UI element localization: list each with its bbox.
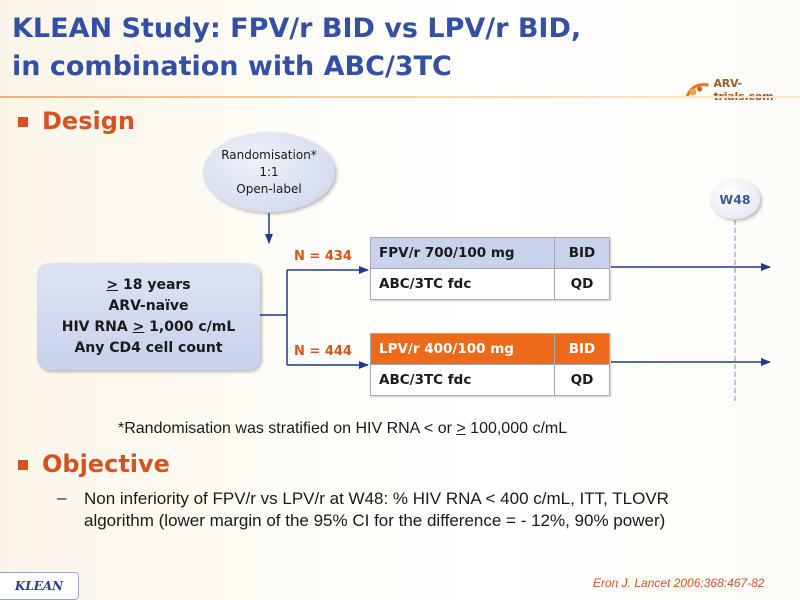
- arm2-table: LPV/r 400/100 mg BID ABC/3TC fdc QD: [370, 333, 610, 396]
- objective-bullet-icon: [18, 460, 28, 470]
- arv-trials-logo: ARV-trials.com: [685, 77, 800, 103]
- eligibility-age: > 18 years: [106, 275, 190, 296]
- design-bullet-icon: [18, 117, 28, 127]
- footnote-before: *Randomisation was stratified on HIV RNA…: [118, 420, 457, 437]
- title-divider: [0, 96, 800, 98]
- footnote-after: 100,000 c/mL: [465, 420, 568, 437]
- arm2-drug: LPV/r 400/100 mg: [370, 333, 555, 365]
- arm2-drug-row: LPV/r 400/100 mg BID: [370, 333, 610, 365]
- w48-label: W48: [719, 191, 751, 207]
- arm1-backbone-freq: QD: [554, 268, 610, 300]
- age-text: 18 years: [118, 276, 191, 293]
- arm1-drug-row: FPV/r 700/100 mg BID: [370, 237, 610, 269]
- arm1-table: FPV/r 700/100 mg BID ABC/3TC fdc QD: [370, 237, 610, 300]
- footnote-sign: >: [456, 420, 466, 437]
- title-line-2: in combination with ABC/3TC: [12, 51, 452, 82]
- study-tag: KLEAN: [0, 572, 79, 600]
- randomisation-line-2: 1:1: [259, 164, 279, 179]
- arm1-backbone-row: ABC/3TC fdc QD: [370, 268, 610, 300]
- slide-title: KLEAN Study: FPV/r BID vs LPV/r BID, in …: [12, 10, 581, 86]
- eligibility-box: > 18 years ARV-naïve HIV RNA > 1,000 c/m…: [37, 263, 260, 370]
- arm1-drug-freq: BID: [554, 237, 610, 269]
- reference-citation: Eron J. Lancet 2006;368:467-82: [593, 576, 765, 590]
- title-line-1: KLEAN Study: FPV/r BID vs LPV/r BID,: [12, 13, 582, 44]
- hiv-prefix: HIV RNA: [61, 318, 133, 335]
- arm2-backbone-freq: QD: [554, 364, 610, 396]
- arm1-n-label: N = 434: [294, 249, 352, 264]
- arm1-backbone: ABC/3TC fdc: [370, 268, 555, 300]
- hiv-sign: >: [132, 318, 145, 335]
- eligibility-cd4: Any CD4 cell count: [74, 339, 223, 356]
- objective-heading: Objective: [42, 450, 170, 478]
- eligibility-arv: ARV-naïve: [108, 297, 189, 314]
- arm2-backbone: ABC/3TC fdc: [370, 364, 555, 396]
- eligibility-hiv: HIV RNA > 1,000 c/mL: [62, 317, 236, 338]
- randomisation-line-3: Open-label: [236, 181, 302, 196]
- design-heading: Design: [42, 107, 135, 135]
- arm2-n-label: N = 444: [294, 344, 352, 359]
- arm1-drug: FPV/r 700/100 mg: [370, 237, 555, 269]
- randomisation-line-1: Randomisation*: [221, 147, 317, 162]
- objective-dash: –: [57, 488, 67, 507]
- logo-mark-icon: [685, 83, 709, 98]
- arm2-backbone-row: ABC/3TC fdc QD: [370, 364, 610, 396]
- w48-timepoint-oval: W48: [710, 179, 760, 219]
- randomisation-oval: Randomisation* 1:1 Open-label: [203, 132, 335, 212]
- age-sign: >: [106, 276, 119, 293]
- arm2-drug-freq: BID: [554, 333, 610, 365]
- randomisation-footnote: *Randomisation was stratified on HIV RNA…: [118, 420, 567, 438]
- hiv-suffix: 1,000 c/mL: [144, 318, 236, 335]
- objective-text: Non inferiority of FPV/r vs LPV/r at W48…: [84, 489, 669, 530]
